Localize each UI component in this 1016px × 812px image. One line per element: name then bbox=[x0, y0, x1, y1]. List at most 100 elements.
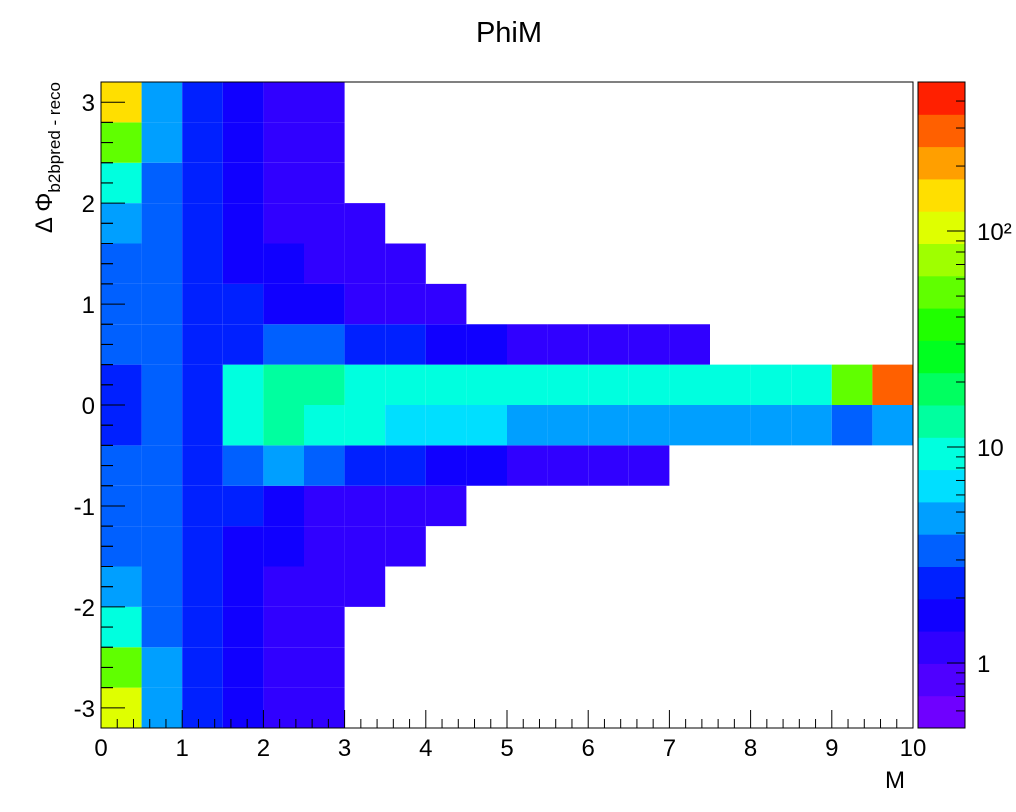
cell bbox=[304, 647, 345, 688]
cell bbox=[182, 485, 223, 527]
cell bbox=[425, 364, 467, 405]
cell bbox=[710, 364, 751, 405]
x-tick-label: 6 bbox=[582, 735, 595, 762]
cell bbox=[222, 606, 264, 648]
cell bbox=[304, 82, 345, 123]
colorbar-step bbox=[918, 695, 965, 729]
cell bbox=[425, 283, 467, 325]
cell bbox=[304, 122, 345, 163]
cell bbox=[588, 324, 629, 365]
cell bbox=[263, 82, 304, 123]
x-tick-label: 3 bbox=[338, 735, 351, 762]
colorbar-step bbox=[918, 308, 965, 341]
cell bbox=[304, 203, 345, 244]
y-axis-label-sub: b2bpred - reco bbox=[45, 82, 64, 193]
y-tick-label: 2 bbox=[82, 191, 95, 218]
cell bbox=[425, 324, 467, 365]
cell bbox=[304, 405, 345, 446]
x-tick-label: 2 bbox=[257, 735, 270, 762]
cell bbox=[182, 82, 223, 123]
colorbar-step bbox=[918, 437, 965, 471]
x-tick-label: 5 bbox=[500, 735, 513, 762]
cell bbox=[222, 243, 264, 284]
cell bbox=[222, 485, 264, 527]
cell bbox=[222, 324, 264, 365]
cell bbox=[141, 162, 183, 204]
colorbar-step bbox=[918, 82, 965, 115]
cell bbox=[304, 283, 345, 325]
cell bbox=[385, 445, 426, 486]
colorbar-step bbox=[918, 114, 965, 148]
cell bbox=[141, 122, 183, 163]
cell bbox=[385, 364, 426, 405]
cell bbox=[141, 445, 183, 486]
cell bbox=[628, 364, 670, 405]
cell bbox=[141, 283, 183, 325]
cell bbox=[669, 364, 710, 405]
colorbar-step bbox=[918, 663, 965, 697]
cell bbox=[222, 283, 264, 325]
cells bbox=[101, 82, 913, 728]
cell bbox=[141, 566, 183, 607]
cell bbox=[182, 606, 223, 648]
cell bbox=[263, 283, 304, 325]
cell bbox=[141, 324, 183, 365]
cell bbox=[547, 324, 589, 365]
cell bbox=[344, 405, 386, 446]
cell bbox=[304, 687, 345, 728]
cell bbox=[669, 405, 710, 446]
cell bbox=[628, 405, 670, 446]
cell bbox=[182, 203, 223, 244]
colorbar-step bbox=[918, 243, 965, 277]
cell bbox=[141, 364, 183, 405]
cell bbox=[344, 445, 386, 486]
cell bbox=[344, 526, 386, 567]
cell bbox=[425, 485, 467, 527]
x-tick-label: 7 bbox=[663, 735, 676, 762]
cell bbox=[263, 526, 304, 567]
cell bbox=[222, 405, 264, 446]
cell bbox=[263, 687, 304, 728]
cell bbox=[344, 243, 386, 284]
colorbar-step bbox=[918, 566, 965, 600]
cell bbox=[304, 364, 345, 405]
cell bbox=[507, 445, 548, 486]
y-tick-label: 3 bbox=[82, 90, 95, 117]
cell bbox=[263, 243, 304, 284]
cell bbox=[425, 405, 467, 446]
cell bbox=[385, 324, 426, 365]
colorbar-step bbox=[918, 275, 965, 309]
cell bbox=[791, 364, 832, 405]
cell bbox=[182, 364, 223, 405]
cell bbox=[344, 283, 386, 325]
y-tick-label: -1 bbox=[74, 494, 95, 521]
cell bbox=[182, 162, 223, 204]
cell bbox=[750, 405, 792, 446]
cell bbox=[507, 324, 548, 365]
cell bbox=[222, 445, 264, 486]
cell bbox=[831, 405, 873, 446]
colorbar-tick-label: 1 bbox=[977, 651, 990, 678]
colorbar-step bbox=[918, 405, 965, 438]
cell bbox=[344, 203, 386, 244]
colorbar-tick-label: 10 bbox=[977, 435, 1004, 462]
cell bbox=[222, 364, 264, 405]
cell bbox=[872, 364, 913, 405]
cell bbox=[304, 445, 345, 486]
x-tick-label: 9 bbox=[825, 735, 838, 762]
colorbar-step bbox=[918, 146, 965, 180]
colorbar-step bbox=[918, 598, 965, 632]
colorbar-step bbox=[918, 631, 965, 664]
x-tick-label: 4 bbox=[419, 735, 432, 762]
y-axis-label: Δ Φb2bpred - reco bbox=[31, 82, 64, 233]
cell bbox=[263, 405, 304, 446]
colorbar-tick-label: 10² bbox=[977, 219, 1012, 246]
cell bbox=[304, 162, 345, 204]
cell bbox=[182, 324, 223, 365]
cell bbox=[222, 162, 264, 204]
colorbar-step bbox=[918, 340, 965, 374]
colorbar-step bbox=[918, 178, 965, 212]
cell bbox=[222, 687, 264, 728]
